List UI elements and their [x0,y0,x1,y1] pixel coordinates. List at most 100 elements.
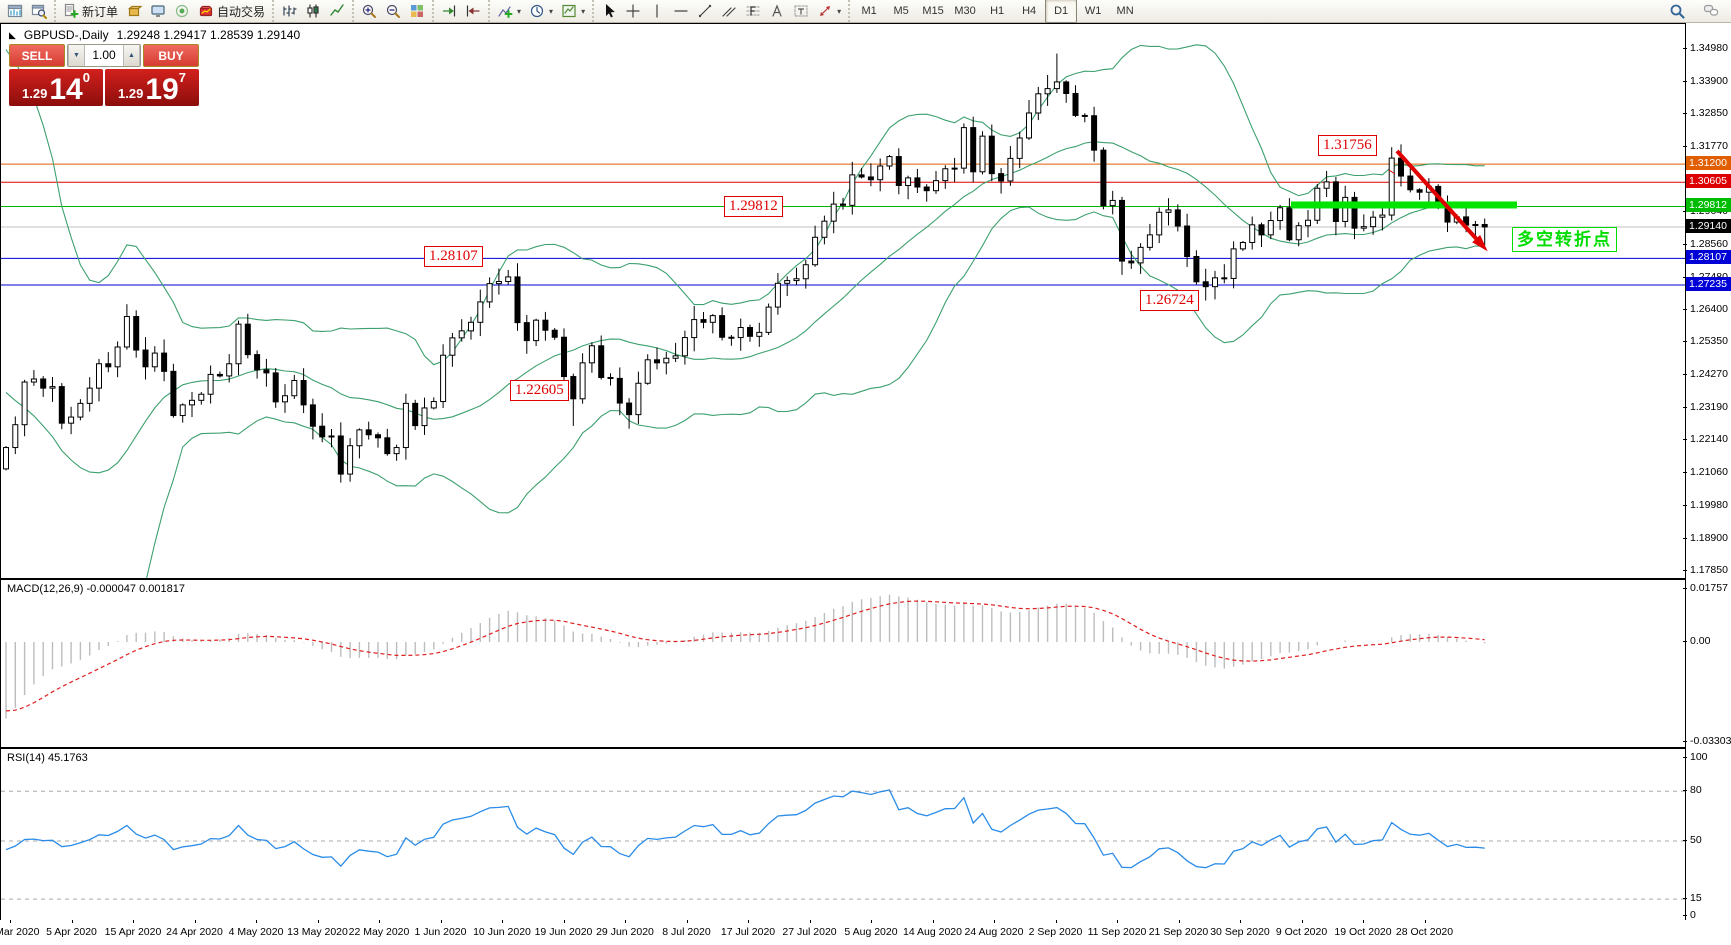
price-chart-panel[interactable]: ◣ GBPUSD-,Daily 1.29248 1.29417 1.28539 … [0,23,1686,579]
crosshair-button[interactable] [621,0,645,23]
periods-button[interactable]: ▾ [525,0,557,23]
volume-input[interactable]: 1.00 [85,45,123,66]
axis-tick-mark [1683,243,1687,245]
buy-button[interactable]: BUY [143,44,199,67]
template-button[interactable]: ▾ [557,0,589,23]
candle-bullish [849,174,856,206]
candle-bullish [1295,225,1302,241]
timeframe-h4-button[interactable]: H4 [1022,5,1037,17]
bollinger-upper-band[interactable] [5,44,1485,366]
terminal-button[interactable] [146,0,170,23]
price-tick: 1.34980 [1690,42,1728,54]
window-zoom-icon [31,4,47,19]
candle-bullish [635,382,642,416]
axis-tick-mark [1683,505,1687,507]
rsi-axis-tick: 80 [1690,784,1702,797]
candle-bullish [440,354,447,403]
bollinger-middle-band[interactable] [5,141,1485,474]
date-tick-mark [379,920,380,923]
tile-windows-button[interactable] [405,0,429,23]
candles-icon [307,4,319,18]
add-indicator-button[interactable]: ▾ [493,0,525,23]
chart-shift-button[interactable] [461,0,485,23]
trendline-button[interactable] [693,0,717,23]
timeframe-m30-button[interactable]: M30 [954,5,976,17]
candles-button[interactable] [301,0,325,23]
autotrading-button[interactable]: 自动交易 [194,0,269,23]
date-tick-mark [1424,920,1426,923]
timeframe-m1-button[interactable]: M1 [861,5,877,17]
timeframe-m5-button[interactable]: M5 [893,5,909,17]
label-button[interactable] [789,0,813,23]
candle-bullish [1323,181,1330,189]
new-order-button[interactable]: 新订单 [59,0,122,23]
strategy-tester-button[interactable] [170,0,194,23]
macd-axis-tick: 0.01757 [1690,581,1728,594]
chat-button[interactable] [1699,0,1723,23]
rsi-indicator-panel[interactable]: RSI(14) 45.1763 [0,748,1686,921]
search-icon [1670,4,1685,19]
candle-bearish [161,352,168,372]
candle-bullish [1342,196,1349,222]
timeframe-m15-button[interactable]: M15 [922,5,944,17]
cursor-icon [606,4,615,18]
market-watch-button[interactable] [122,0,146,23]
vline-button[interactable] [645,0,669,23]
candle-bullish [802,264,809,280]
search-button[interactable] [1665,0,1689,23]
timeframe-h1-button[interactable]: H1 [990,5,1005,17]
candle-bullish [877,165,884,181]
candle-bullish [179,404,186,417]
timeframe-w1-button[interactable]: W1 [1084,5,1102,17]
window-zoom-button[interactable] [27,0,51,23]
hline-button[interactable] [669,0,693,23]
toolbar-group: ▾ [592,0,848,22]
crosshair-icon [626,4,640,18]
axis-tick-mark [1683,587,1687,589]
line-chart-button[interactable] [325,0,349,23]
price-callout-label[interactable]: 1.26724 [1140,290,1199,311]
chart-window-button[interactable] [3,0,27,23]
axis-tick-mark [1683,374,1687,376]
support-highlight-bar[interactable] [1291,201,1517,209]
price-callout-label[interactable]: 1.29812 [724,196,783,217]
candle-bearish [272,372,279,403]
fibonacci-button[interactable] [741,0,765,23]
volume-decrease-button[interactable]: ▼ [68,45,85,66]
arrows-button[interactable]: ▾ [813,0,845,23]
candle-bullish [644,359,651,384]
date-label: 4 May 2020 [228,926,284,938]
candle-bearish [300,380,307,406]
bollinger-lower-band[interactable] [6,206,1485,578]
macd-indicator-panel[interactable]: MACD(12,26,9) -0.000047 0.001817 [0,579,1686,748]
turning-point-annotation[interactable]: 多空转折点 [1512,227,1617,252]
rsi-line [5,789,1485,869]
timeframe-d1-button[interactable]: D1 [1045,0,1078,23]
candle-bearish [914,177,921,188]
sell-price-sup: 0 [82,70,90,85]
toolbar-group [0,0,54,22]
tile-windows-icon [411,5,424,17]
timeframe-mn-button[interactable]: MN [1116,5,1134,17]
candle-bullish [430,401,437,409]
price-callout-label[interactable]: 1.22605 [510,380,569,401]
sell-button[interactable]: SELL [9,44,65,67]
autoscroll-button[interactable] [437,0,461,23]
fibonacci-icon [746,6,760,16]
cursor-button[interactable] [597,0,621,23]
price-callout-label[interactable]: 1.31756 [1318,135,1377,156]
price-callout-label[interactable]: 1.28107 [424,246,483,267]
candle-bearish [700,319,707,323]
bars-button[interactable] [277,0,301,23]
channel-button[interactable] [717,0,741,23]
text-button[interactable] [765,0,789,23]
candle-bearish [719,315,726,338]
candle-bullish [765,306,772,333]
trend-arrow-line[interactable] [1395,149,1483,246]
sell-price-tile[interactable]: 1.29 14 0 [9,69,103,106]
zoom-in-button[interactable] [357,0,381,23]
volume-increase-button[interactable]: ▲ [123,45,140,66]
macd-axis-tick: -0.033037 [1690,734,1731,747]
buy-price-tile[interactable]: 1.29 19 7 [105,69,199,106]
zoom-out-button[interactable] [381,0,405,23]
